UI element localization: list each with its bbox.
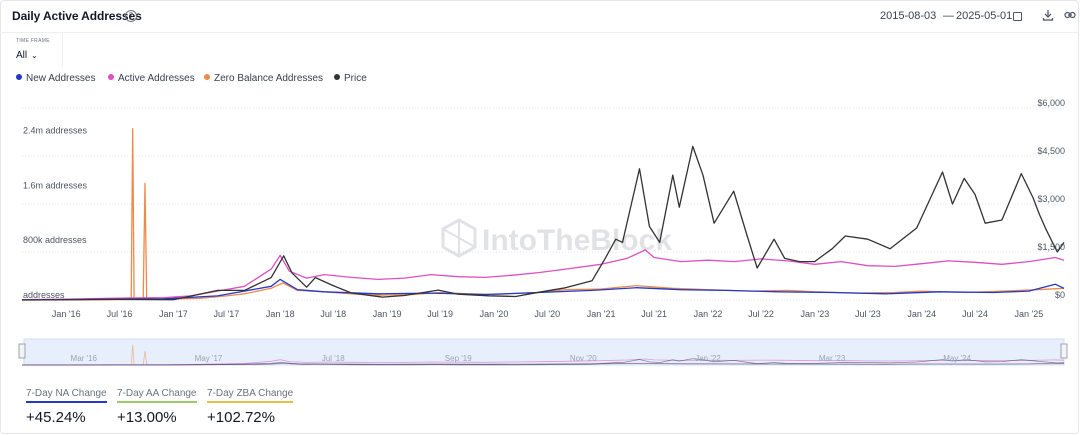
stat-label: 7-Day AA Change — [117, 388, 197, 403]
y-right-tick-label: $1,500 — [1037, 242, 1065, 252]
series-group — [21, 127, 1065, 301]
date-from[interactable]: 2015-08-03 — [880, 10, 937, 22]
x-tick-label: Jul '22 — [748, 309, 774, 319]
navigator-labels: Mar '16 May '17 Jul '18 Sep '19 Nov '20 Jan '… — [71, 354, 972, 363]
x-tick-label: Jul '19 — [427, 309, 453, 319]
link-icon[interactable] — [1064, 9, 1076, 21]
legend-item-new-addresses[interactable]: New Addresses — [16, 73, 95, 84]
x-tick-label: Jan '25 — [1014, 309, 1043, 319]
x-axis: Jan '16 Jul '16 Jan '17 Jul '17 Jan '18 Jul '… — [52, 309, 1043, 319]
x-tick-label: Jul '23 — [855, 309, 881, 319]
legend-dot — [334, 74, 340, 80]
stat-zba-change: 7-Day ZBA Change +102.72% — [207, 388, 294, 426]
header-divider — [0, 32, 1078, 33]
x-tick-label: Jan '17 — [159, 309, 188, 319]
y-right-tick-label: $4,500 — [1037, 146, 1065, 156]
y-axis-left: addresses 800k addresses 1.6m addresses 2.4… — [23, 125, 88, 300]
navigator-label: Jul '18 — [322, 354, 345, 363]
series-line-active-addresses — [21, 249, 1065, 301]
legend-dot — [204, 74, 210, 80]
chart-title: Daily Active Addresses — [12, 9, 142, 23]
navigator-label: Jan '22 — [695, 354, 721, 363]
navigator-label: May '17 — [195, 354, 223, 363]
navigator-series — [21, 344, 1065, 366]
stat-na-change: 7-Day NA Change +45.24% — [26, 388, 107, 426]
date-to[interactable]: 2025-05-01 — [956, 10, 1013, 22]
legend-label: Zero Balance Addresses — [214, 73, 323, 84]
navigator-label: May '24 — [943, 354, 971, 363]
legend-dot — [108, 74, 114, 80]
x-tick-label: Jul '17 — [213, 309, 239, 319]
x-tick-label: Jul '16 — [107, 309, 133, 319]
legend-label: New Addresses — [26, 73, 96, 84]
x-tick-label: Jul '21 — [641, 309, 667, 319]
stat-value: +45.24% — [26, 409, 86, 426]
navigator-label: Sep '19 — [445, 354, 472, 363]
stat-value: +13.00% — [117, 409, 177, 426]
series-line-zero-balance-addresses — [21, 127, 1065, 301]
watermark-logo: IntoTheBlock — [441, 218, 672, 258]
date-range-picker[interactable]: 2015-08-03 — 2025-05-01 — [870, 5, 1030, 27]
legend-label: Price — [344, 73, 367, 84]
range-navigator[interactable]: Mar '16 May '17 Jul '18 Sep '19 Nov '20 Jan '… — [0, 338, 1080, 368]
x-tick-label: Jan '23 — [800, 309, 829, 319]
timeframe-label: TIME FRAME — [16, 38, 50, 44]
timeframe-select[interactable]: All — [16, 50, 28, 61]
y-right-tick-label: $0 — [1055, 290, 1065, 300]
x-tick-label: Jan '24 — [907, 309, 936, 319]
navigator-line — [22, 358, 1065, 366]
x-tick-label: Jul '20 — [534, 309, 560, 319]
legend-item-price[interactable]: Price — [334, 73, 367, 84]
stat-label: 7-Day NA Change — [26, 388, 107, 403]
legend-item-zero-balance[interactable]: Zero Balance Addresses — [204, 73, 323, 84]
x-tick-label: Jul '18 — [320, 309, 346, 319]
navigator-handle-left[interactable] — [18, 343, 26, 359]
navigator-line — [21, 358, 1065, 366]
stat-label: 7-Day ZBA Change — [207, 388, 294, 403]
x-tick-label: Jan '18 — [266, 309, 295, 319]
legend-item-active-addresses[interactable]: Active Addresses — [108, 73, 195, 84]
download-icon[interactable] — [1042, 9, 1054, 21]
x-tick-label: Jan '21 — [587, 309, 616, 319]
y-left-tick-label: 2.4m addresses — [23, 125, 88, 135]
series-line-price — [21, 145, 1065, 301]
x-tick-label: Jul '24 — [962, 309, 988, 319]
grid — [22, 107, 1064, 301]
y-right-tick-label: $3,000 — [1037, 194, 1065, 204]
x-tick-label: Jan '16 — [52, 309, 81, 319]
navigator-label: Nov '20 — [570, 354, 597, 363]
calendar-icon[interactable] — [1013, 12, 1022, 21]
navigator-handle-right[interactable] — [1060, 343, 1068, 359]
legend-label: Active Addresses — [118, 73, 195, 84]
help-icon[interactable]: ? — [125, 10, 137, 22]
x-tick-label: Jan '20 — [480, 309, 509, 319]
main-chart[interactable]: IntoTheBlock addresses 800k addresses 1.6m… — [0, 0, 1080, 330]
y-right-tick-label: $6,000 — [1037, 98, 1065, 108]
date-separator: — — [943, 10, 954, 22]
stat-aa-change: 7-Day AA Change +13.00% — [117, 388, 197, 426]
x-tick-label: Jan '22 — [694, 309, 723, 319]
navigator-label: Mar '23 — [819, 354, 846, 363]
legend-dot — [16, 74, 22, 80]
y-left-tick-label: 1.6m addresses — [23, 180, 88, 190]
stat-value: +102.72% — [207, 409, 275, 426]
watermark-text: IntoTheBlock — [482, 224, 672, 257]
chevron-down-icon[interactable]: ⌄ — [31, 51, 38, 60]
y-left-tick-label: addresses — [23, 290, 65, 300]
navigator-label: Mar '16 — [71, 354, 98, 363]
x-tick-label: Jan '19 — [373, 309, 402, 319]
timeframe-divider — [62, 32, 63, 67]
y-left-tick-label: 800k addresses — [23, 235, 87, 245]
y-axis-right: $0 $1,500 $3,000 $4,500 $6,000 — [1037, 98, 1065, 300]
